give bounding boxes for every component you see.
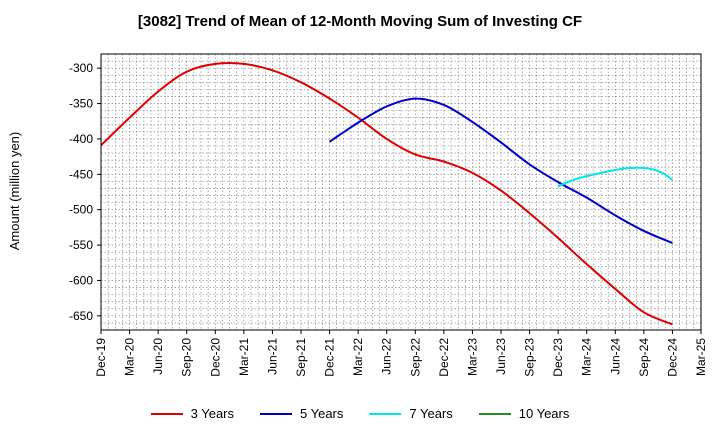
legend: 3 Years 5 Years 7 Years 10 Years [0, 406, 720, 421]
x-tick-label: Sep-24 [637, 338, 651, 377]
x-tick-label: Jun-22 [380, 338, 394, 375]
legend-item-3-years: 3 Years [150, 406, 234, 421]
series-line-3-years [100, 62, 673, 326]
x-tick-label: Dec-22 [437, 338, 451, 377]
x-tick-label: Mar-25 [694, 338, 708, 376]
x-tick-label: Jun-21 [265, 338, 279, 375]
y-tick-label: -450 [69, 167, 93, 181]
x-tick-label: Mar-20 [123, 338, 137, 376]
legend-item-7-years: 7 Years [369, 406, 453, 421]
legend-item-5-years: 5 Years [260, 406, 343, 421]
y-tick-label: -550 [69, 238, 93, 252]
x-tick-label: Dec-24 [665, 338, 679, 377]
x-tick-label: Jun-23 [494, 338, 508, 375]
y-tick-label: -300 [69, 61, 93, 75]
x-tick-label: Sep-20 [180, 338, 194, 377]
legend-label: 5 Years [300, 406, 344, 421]
y-tick-label: -650 [69, 309, 93, 323]
x-tick-label: Mar-21 [237, 338, 251, 376]
x-tick-label: Dec-19 [94, 338, 108, 377]
legend-item-10-years: 10 Years [478, 406, 570, 421]
x-tick-label: Mar-22 [351, 338, 365, 376]
series-line-7-years [557, 166, 674, 188]
series-line-5-years [329, 97, 673, 244]
series-lines [100, 62, 674, 326]
x-tick-label: Mar-23 [465, 338, 479, 376]
x-tick-label: Dec-20 [208, 338, 222, 377]
x-tick-label: Dec-23 [551, 338, 565, 377]
x-tick-label: Sep-21 [294, 338, 308, 377]
y-tick-label: -350 [69, 97, 93, 111]
legend-swatch [260, 412, 292, 415]
x-tick-label: Jun-24 [608, 338, 622, 375]
legend-label: 10 Years [518, 406, 570, 421]
legend-label: 7 Years [409, 406, 453, 421]
x-tick-label: Dec-21 [323, 338, 337, 377]
y-axis-title: Amount (million yen) [7, 132, 22, 251]
grid-lines [100, 53, 702, 331]
y-tick-label: -600 [69, 273, 93, 287]
legend-label: 3 Years [190, 406, 234, 421]
legend-swatch [150, 412, 183, 415]
x-tick-label: Sep-23 [523, 338, 537, 377]
chart-title: [3082] Trend of Mean of 12-Month Moving … [137, 13, 583, 30]
plot-frame [100, 53, 702, 331]
legend-swatch [478, 412, 511, 415]
legend-swatch [369, 412, 402, 415]
x-tick-label: Jun-20 [151, 338, 165, 375]
x-tick-label: Mar-24 [580, 338, 594, 376]
x-tick-labels: Dec-19 Mar-20 Jun-20 Sep-20 Dec-20 Mar-21 Jun-… [94, 330, 708, 377]
y-tick-label: -500 [69, 203, 93, 217]
y-tick-labels: -300 -350 -400 -450 -500 -550 -600 -650 [69, 61, 101, 323]
y-tick-label: -400 [69, 132, 93, 146]
x-tick-label: Sep-22 [408, 338, 422, 377]
